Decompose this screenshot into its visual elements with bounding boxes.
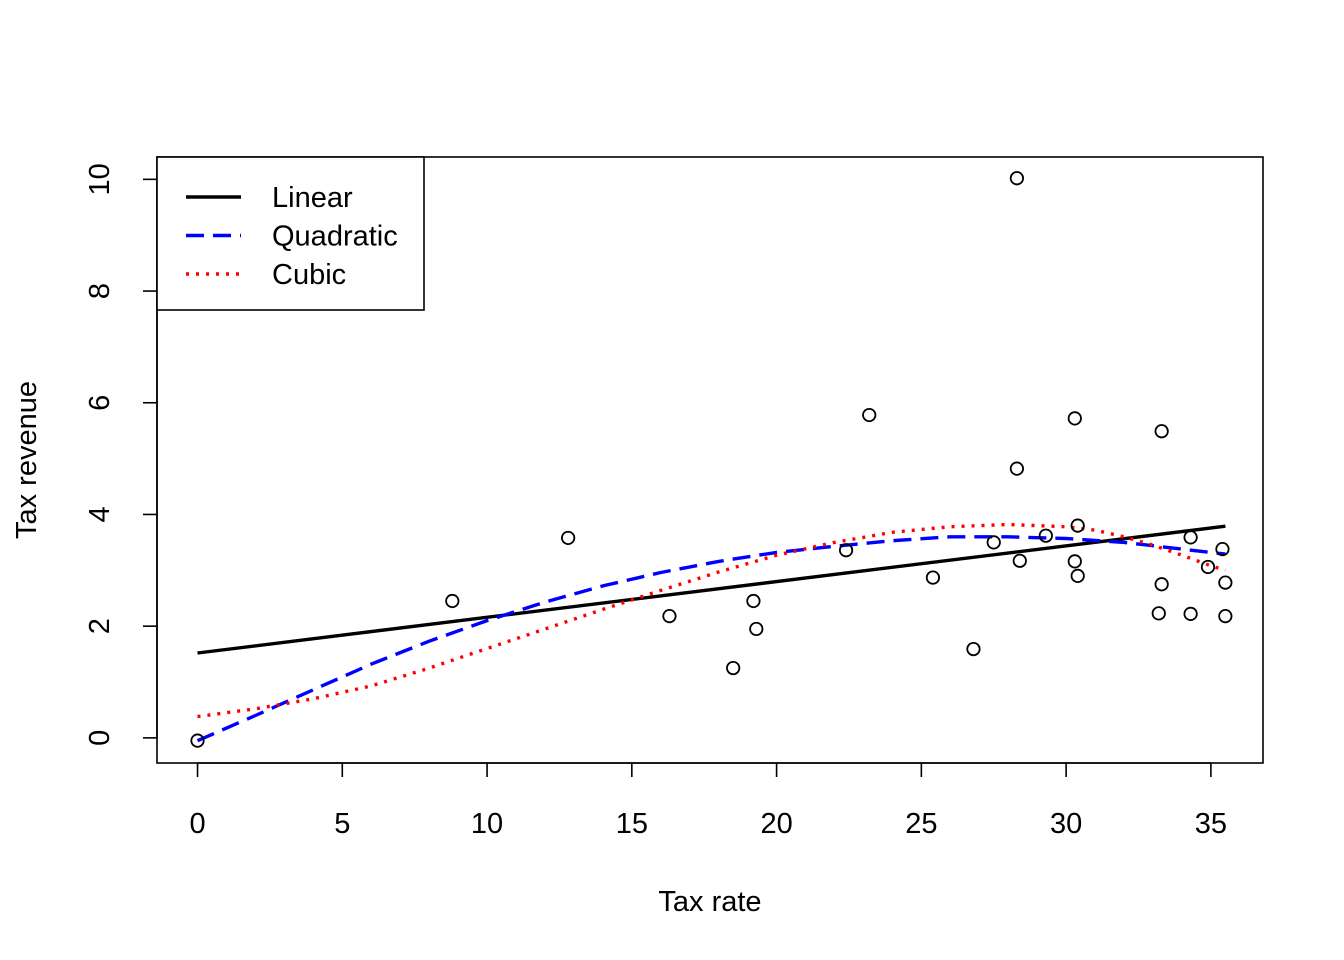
data-point <box>726 660 741 676</box>
data-point <box>1200 559 1216 575</box>
x-tick-label: 10 <box>471 808 503 840</box>
data-point <box>746 593 761 609</box>
y-tick-label: 2 <box>84 618 116 634</box>
x-tick-label: 0 <box>189 808 205 840</box>
data-point <box>862 407 877 423</box>
legend-label-cubic: Cubic <box>272 259 346 291</box>
data-point <box>838 543 854 558</box>
x-tick-label: 35 <box>1195 808 1227 840</box>
y-tick-label: 8 <box>84 283 116 299</box>
data-point <box>749 621 764 637</box>
data-point <box>190 733 205 748</box>
data-point <box>1154 577 1169 592</box>
data-point <box>1009 171 1025 186</box>
data-point <box>1070 568 1085 583</box>
data-point <box>1218 575 1233 590</box>
series-line-linear <box>197 524 1226 655</box>
y-tick-label: 4 <box>84 506 116 522</box>
data-point <box>1183 606 1198 621</box>
data-points <box>190 171 1233 748</box>
y-tick-label: 10 <box>84 163 116 195</box>
data-point <box>1009 461 1025 476</box>
legend: Linear Quadratic Cubic <box>156 156 425 311</box>
data-point <box>1067 554 1082 569</box>
data-point <box>1012 553 1027 568</box>
x-tick-label: 5 <box>334 808 350 840</box>
x-tick-label: 20 <box>760 808 792 840</box>
data-point <box>986 535 1001 550</box>
series-line-quadratic <box>196 535 1226 743</box>
y-tick-label: 0 <box>84 730 116 746</box>
y-tick-label: 6 <box>84 395 116 411</box>
legend-label-quadratic: Quadratic <box>272 221 398 253</box>
y-axis: 0 2 4 6 8 10 <box>84 163 158 746</box>
data-point <box>1154 424 1169 439</box>
data-point <box>445 593 460 609</box>
x-axis: 0 5 10 15 20 25 30 35 <box>189 762 1227 840</box>
data-point <box>1183 530 1198 545</box>
series-line-cubic <box>197 522 1226 719</box>
data-point <box>1067 411 1082 426</box>
data-point <box>1215 541 1230 557</box>
data-point <box>662 609 677 624</box>
data-point <box>925 570 941 585</box>
legend-label-linear: Linear <box>272 182 353 214</box>
legend-box <box>156 156 425 311</box>
fit-lines <box>196 522 1226 743</box>
x-tick-label: 15 <box>616 808 648 840</box>
x-tick-label: 25 <box>905 808 937 840</box>
data-point <box>1218 609 1233 624</box>
x-tick-label: 30 <box>1050 808 1082 840</box>
data-point <box>966 641 981 657</box>
data-point <box>1070 518 1085 533</box>
x-axis-title: Tax rate <box>658 886 761 918</box>
data-point <box>561 530 576 546</box>
y-axis-title: Tax revenue <box>11 381 43 539</box>
data-point <box>1151 606 1166 621</box>
data-point <box>1038 528 1053 543</box>
